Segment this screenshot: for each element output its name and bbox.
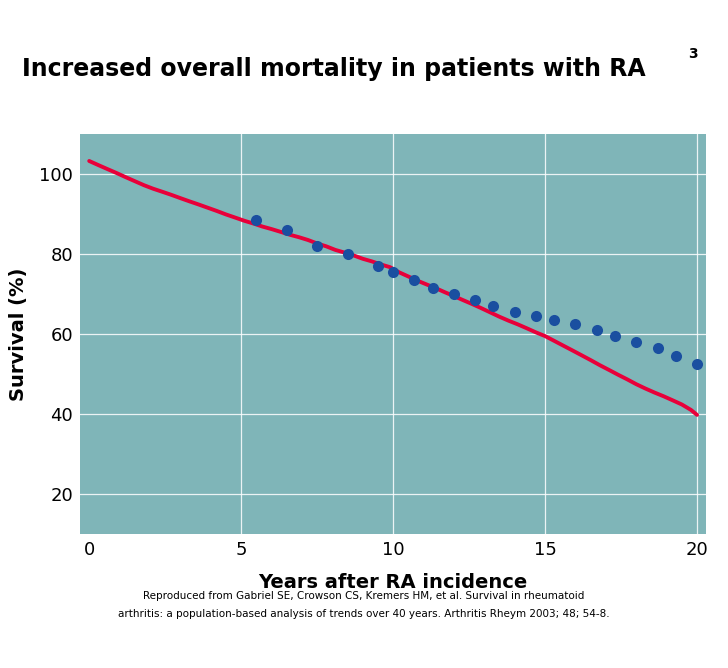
- Text: Reproduced from Gabriel SE, Crowson CS, Kremers HM, et al. Survival in rheumatoi: Reproduced from Gabriel SE, Crowson CS, …: [143, 591, 585, 601]
- Y-axis label: Survival (%): Survival (%): [9, 267, 28, 401]
- X-axis label: Years after RA incidence: Years after RA incidence: [258, 573, 528, 593]
- Text: 3: 3: [688, 47, 697, 61]
- Text: arthritis: a population-based analysis of trends over 40 years. Arthritis Rheym : arthritis: a population-based analysis o…: [118, 609, 610, 619]
- Text: Increased overall mortality in patients with RA: Increased overall mortality in patients …: [22, 57, 646, 81]
